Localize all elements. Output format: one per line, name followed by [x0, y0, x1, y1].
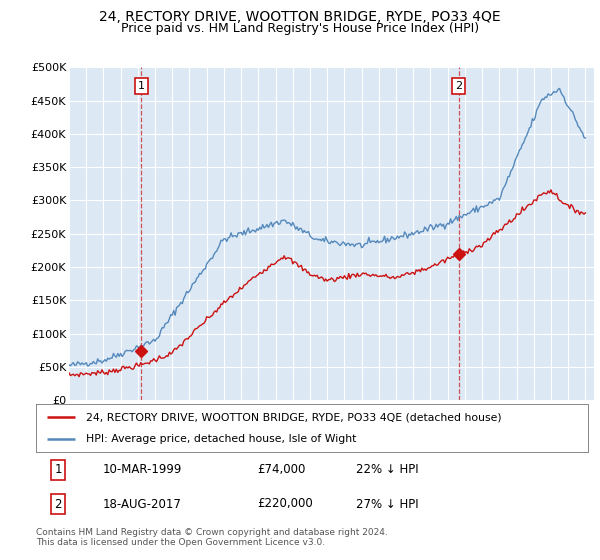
- Text: Price paid vs. HM Land Registry's House Price Index (HPI): Price paid vs. HM Land Registry's House …: [121, 22, 479, 35]
- Text: 1: 1: [137, 81, 145, 91]
- Text: £220,000: £220,000: [257, 497, 313, 511]
- Text: 18-AUG-2017: 18-AUG-2017: [102, 497, 181, 511]
- Text: 22% ↓ HPI: 22% ↓ HPI: [356, 463, 419, 476]
- Text: 2: 2: [55, 497, 62, 511]
- Text: 2: 2: [455, 81, 462, 91]
- Text: 10-MAR-1999: 10-MAR-1999: [102, 463, 182, 476]
- Text: HPI: Average price, detached house, Isle of Wight: HPI: Average price, detached house, Isle…: [86, 434, 356, 444]
- Text: Contains HM Land Registry data © Crown copyright and database right 2024.
This d: Contains HM Land Registry data © Crown c…: [36, 528, 388, 547]
- Text: £74,000: £74,000: [257, 463, 305, 476]
- Text: 24, RECTORY DRIVE, WOOTTON BRIDGE, RYDE, PO33 4QE: 24, RECTORY DRIVE, WOOTTON BRIDGE, RYDE,…: [99, 10, 501, 24]
- Text: 1: 1: [55, 463, 62, 476]
- Text: 27% ↓ HPI: 27% ↓ HPI: [356, 497, 419, 511]
- Text: 24, RECTORY DRIVE, WOOTTON BRIDGE, RYDE, PO33 4QE (detached house): 24, RECTORY DRIVE, WOOTTON BRIDGE, RYDE,…: [86, 412, 502, 422]
